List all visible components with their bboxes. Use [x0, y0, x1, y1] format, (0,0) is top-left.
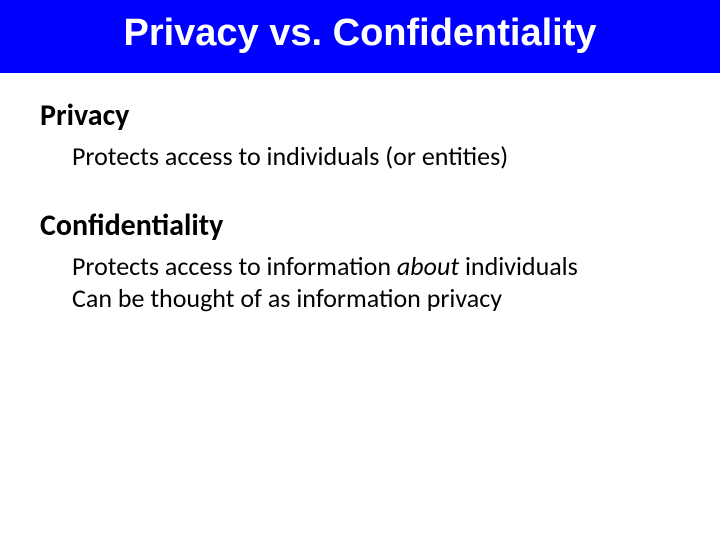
body-text: Protects access to individuals (or entit… — [72, 140, 508, 172]
section-gap — [40, 173, 680, 207]
title-bar: Privacy vs. Confidentiality — [0, 0, 720, 73]
body-text-italic: about — [397, 250, 459, 282]
section-heading-privacy: Privacy — [40, 97, 680, 134]
section-body-line: Can be thought of as information privacy — [72, 282, 680, 315]
section-body-line: Protects access to individuals (or entit… — [72, 140, 680, 173]
slide-title: Privacy vs. Confidentiality — [123, 12, 596, 54]
section-heading-confidentiality: Confidentiality — [40, 207, 680, 244]
body-text: individuals — [459, 250, 578, 282]
body-text: Protects access to information — [72, 250, 397, 282]
body-text: Can be thought of as information privacy — [72, 282, 502, 314]
section-body-line: Protects access to information about ind… — [72, 250, 680, 283]
slide-content: Privacy Protects access to individuals (… — [0, 73, 720, 315]
slide: Privacy vs. Confidentiality Privacy Prot… — [0, 0, 720, 540]
